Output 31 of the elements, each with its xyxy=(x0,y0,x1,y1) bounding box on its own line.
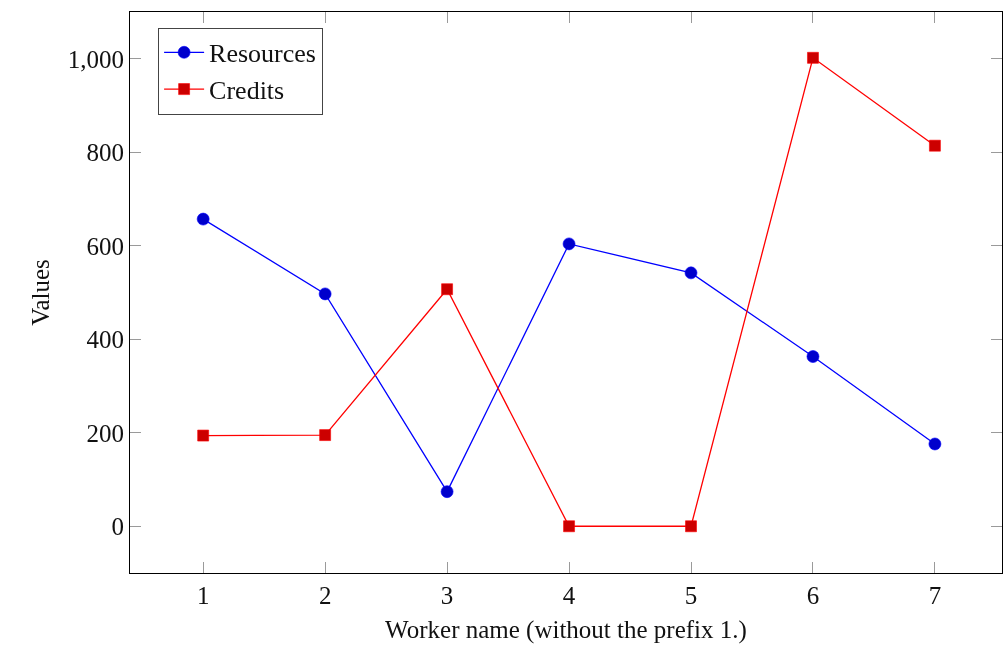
y-axis-title: Values xyxy=(27,259,55,326)
legend-label: Credits xyxy=(209,76,285,106)
y-tick-label: 1,000 xyxy=(67,45,124,73)
y-tick-label: 0 xyxy=(111,513,124,540)
point xyxy=(318,287,332,301)
x-tick-label: 7 xyxy=(928,582,942,610)
point xyxy=(562,237,576,251)
y-tick-label: 400 xyxy=(86,326,124,353)
point xyxy=(685,520,697,533)
point xyxy=(440,485,454,498)
x-tick-label: 1 xyxy=(196,582,210,610)
legend-label: Resources xyxy=(209,39,316,69)
point xyxy=(928,437,942,451)
point xyxy=(563,520,575,533)
x-tick-label: 4 xyxy=(562,582,576,610)
y-tick-label: 600 xyxy=(86,232,124,260)
point xyxy=(929,139,941,152)
point xyxy=(197,429,209,442)
point xyxy=(806,350,820,363)
point xyxy=(684,266,698,280)
x-axis-title: Worker name (without the prefix 1.) xyxy=(385,616,747,645)
x-tick-label: 6 xyxy=(806,582,820,610)
x-tick-label: 2 xyxy=(318,582,332,610)
point xyxy=(441,283,453,296)
point xyxy=(196,212,210,226)
x-tick-label: 3 xyxy=(440,582,454,610)
y-tick-label: 800 xyxy=(86,139,124,166)
point xyxy=(807,52,819,64)
x-tick-label: 5 xyxy=(684,582,698,610)
point xyxy=(319,429,331,441)
y-tick-label: 200 xyxy=(86,419,124,447)
